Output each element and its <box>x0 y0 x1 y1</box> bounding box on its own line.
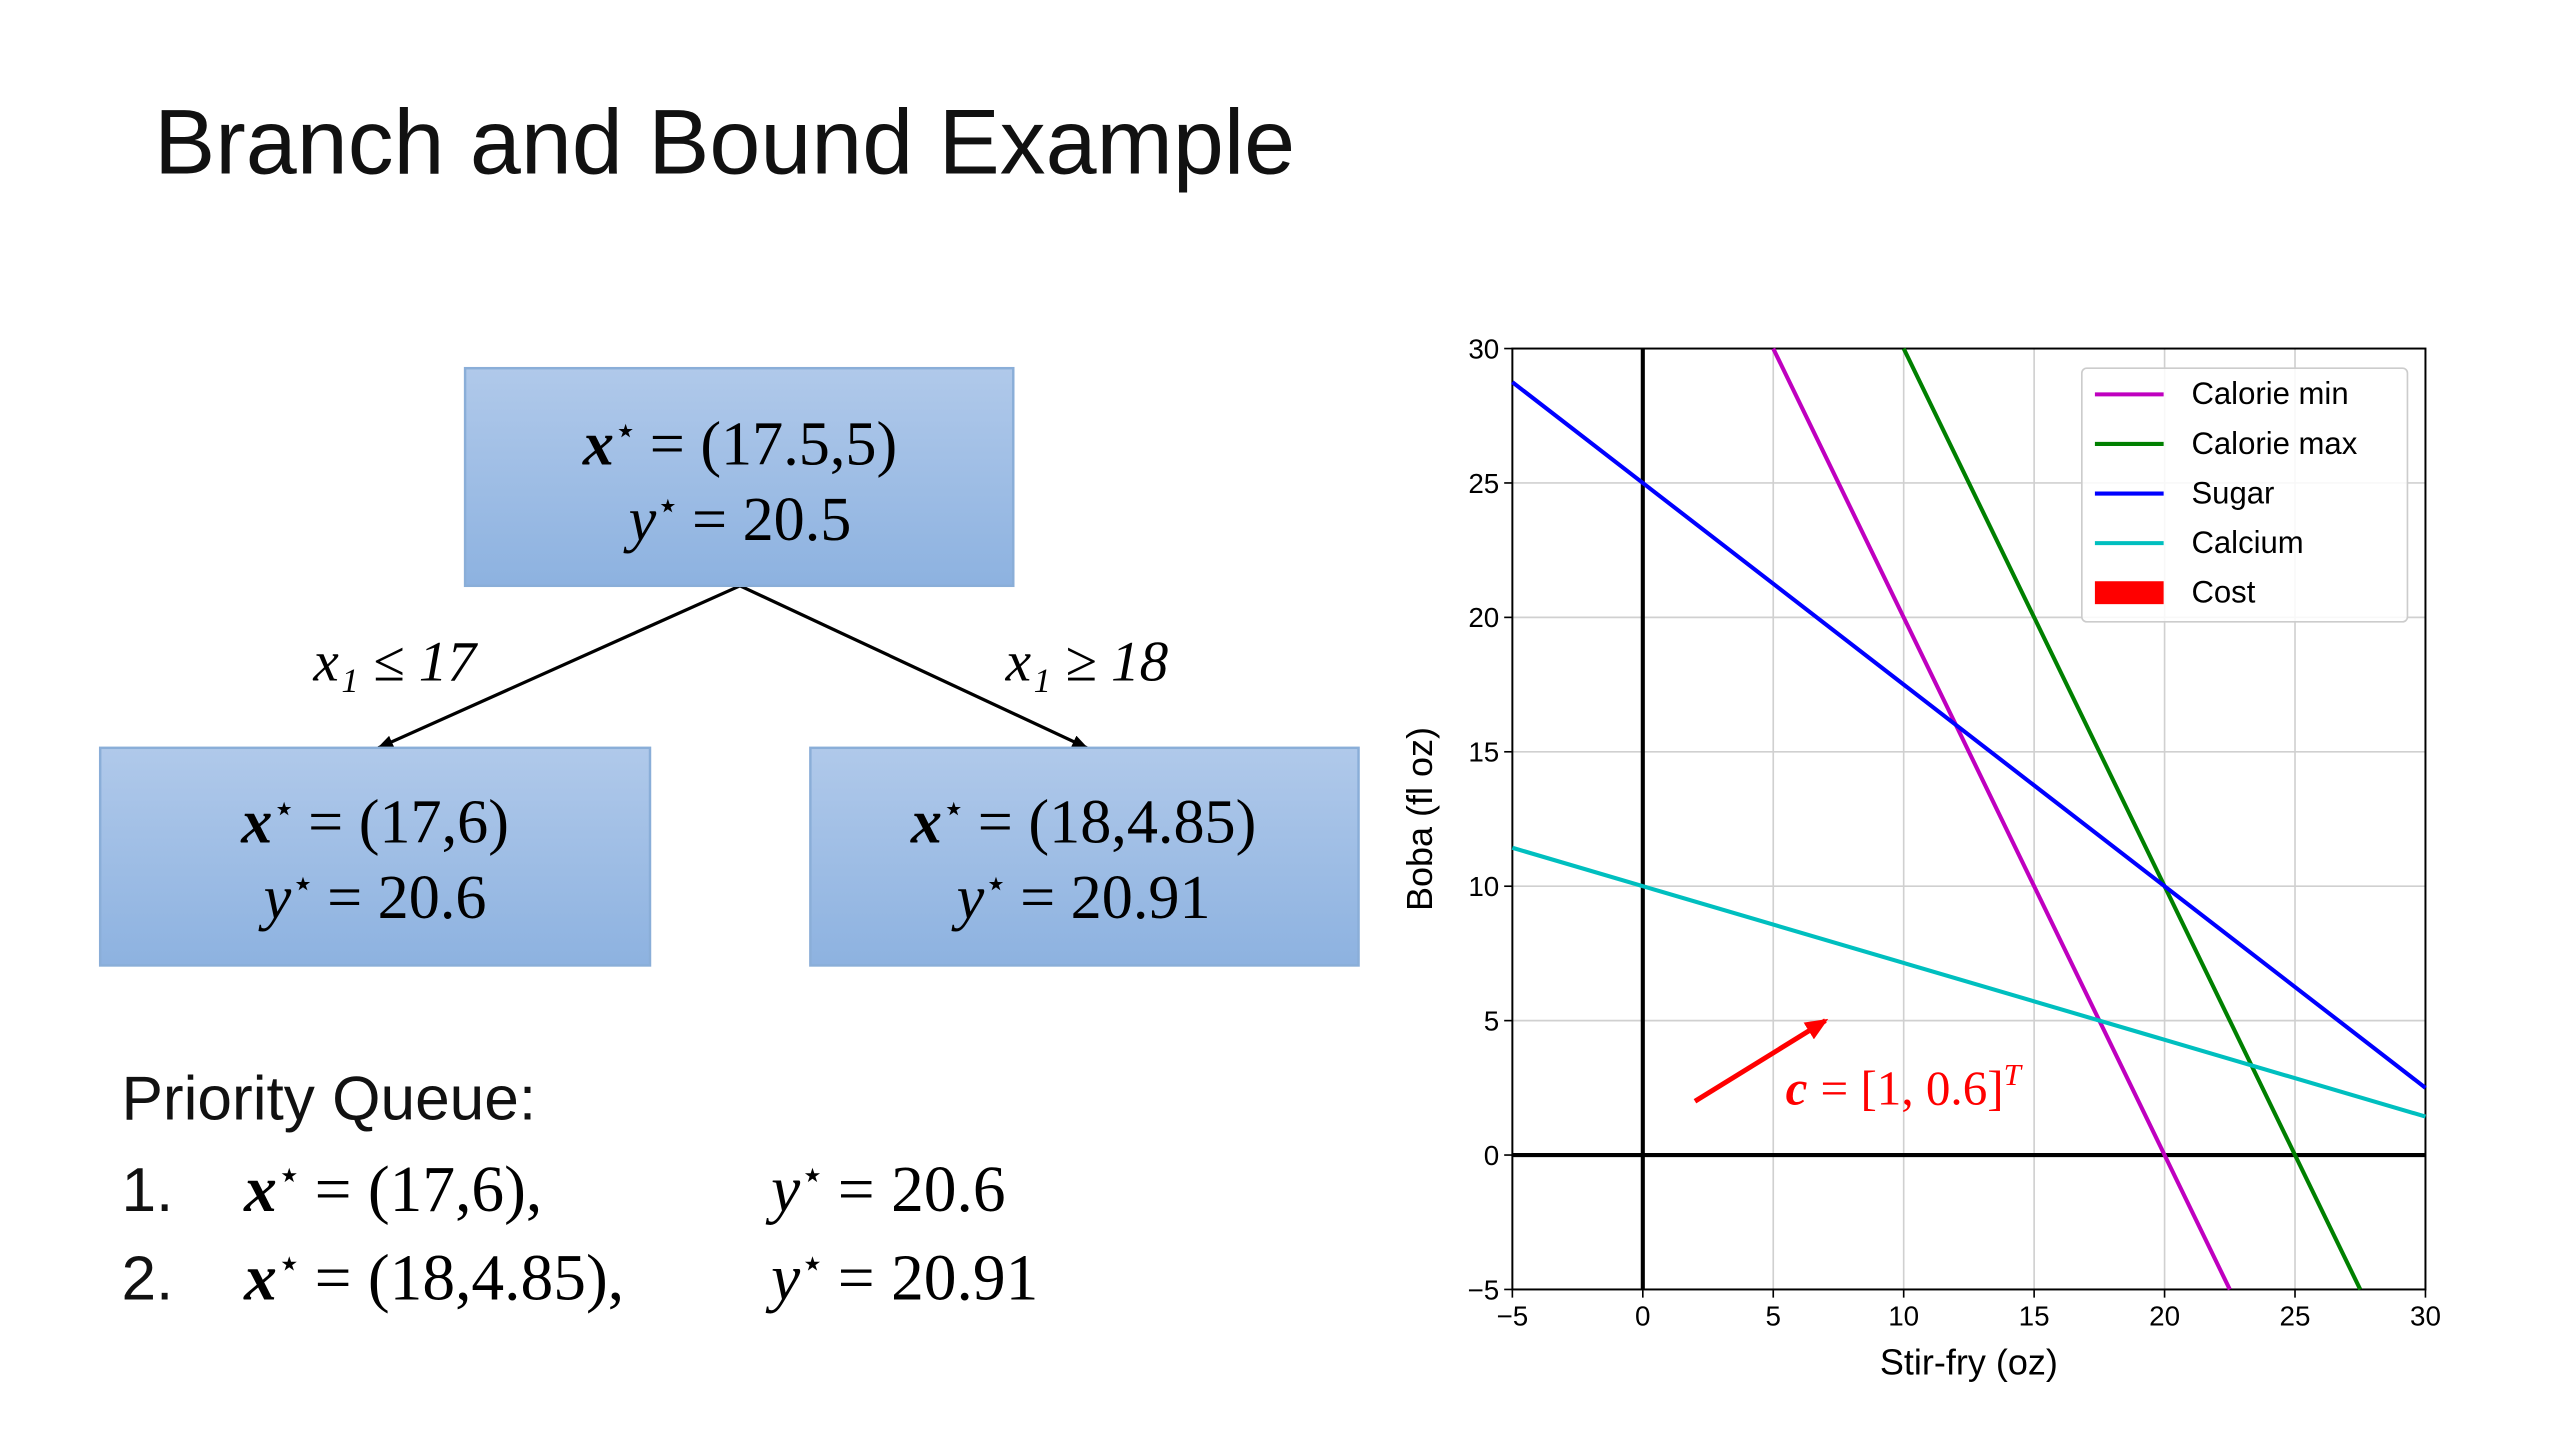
queue-title: Priority Queue: <box>121 1064 536 1133</box>
value: = 20.6 <box>327 864 486 932</box>
x-tick-label: −5 <box>1497 1300 1529 1331</box>
legend-box <box>2081 367 2409 623</box>
chart: −5 0 5 10 15 20 25 30 −5 0 5 10 15 20 25 30 Stir-fry (oz… <box>1399 333 2441 1382</box>
queue-item: 1. x⋆ = (17,6), y⋆ = 20.6 <box>121 1154 1005 1226</box>
slide-title: Branch and Bound Example <box>154 91 1295 193</box>
value: = 20.6 <box>838 1154 1006 1226</box>
y-tick-label: −5 <box>1468 1274 1500 1305</box>
tree-node <box>98 746 652 967</box>
series-line <box>1511 845 2427 1119</box>
legend-label: Calorie max <box>2191 426 2357 461</box>
value: = (17.5,5) <box>650 411 897 479</box>
vector-arrow <box>1693 1018 1829 1104</box>
variable: y <box>623 486 657 554</box>
tree-edge <box>739 584 1089 750</box>
y-axis-label: Boba (fl oz) <box>1399 727 1440 911</box>
series-line <box>1511 380 2427 1090</box>
superscript: ⋆ <box>656 486 679 527</box>
variable: y <box>765 1154 801 1226</box>
x-tick-label: 15 <box>2019 1300 2050 1331</box>
superscript: ⋆ <box>800 1242 825 1285</box>
superscript: ⋆ <box>800 1154 825 1197</box>
value: = (17,6) <box>308 789 509 857</box>
x-tick-label: 10 <box>1888 1300 1919 1331</box>
y-tick-label: 20 <box>1468 602 1499 633</box>
x-axis-label: Stir-fry (oz) <box>1880 1342 2058 1383</box>
value: = 20.91 <box>838 1242 1039 1314</box>
formula: y⋆ = 20.91 <box>951 864 1211 932</box>
tree: x₁ ≤ 17 x₁ ≥ 18 <box>98 366 1360 967</box>
superscript: ⋆ <box>614 411 637 452</box>
formula: y⋆ = 20.6 <box>258 864 487 932</box>
x-tick-label: 5 <box>1766 1300 1781 1331</box>
value: = 20.91 <box>1020 864 1211 932</box>
x-tick-label: 0 <box>1635 1300 1650 1331</box>
formula: x⋆ = (17,6), <box>243 1154 542 1226</box>
tree-edge <box>376 584 741 750</box>
item-number: 2. <box>121 1244 173 1313</box>
formula: x⋆ = (18,4.85), <box>243 1242 624 1314</box>
variable: x <box>243 1154 277 1226</box>
variable: x <box>910 789 942 857</box>
formula: y⋆ = 20.5 <box>623 486 852 554</box>
superscript: ⋆ <box>272 789 295 830</box>
superscript: ⋆ <box>984 864 1007 905</box>
value: = 20.5 <box>692 486 851 554</box>
y-tick-label: 15 <box>1468 737 1499 768</box>
plot-frame <box>1511 347 2427 1291</box>
superscript: ⋆ <box>277 1154 302 1197</box>
formula: y⋆ = 20.6 <box>765 1154 1006 1226</box>
y-tick-label: 10 <box>1468 871 1499 902</box>
y-tick-label: 25 <box>1468 468 1499 499</box>
annotation-text: = [1, 0.6] <box>1821 1061 2004 1116</box>
tree-node <box>809 746 1360 967</box>
variable: y <box>258 864 292 932</box>
superscript: ⋆ <box>291 864 314 905</box>
annotation-vector: c <box>1786 1061 1808 1116</box>
superscript: ⋆ <box>942 789 965 830</box>
x-tick-label: 25 <box>2280 1300 2311 1331</box>
edge-label: x₁ ≤ 17 <box>312 631 478 694</box>
formula: x⋆ = (18,4.85) <box>910 789 1256 857</box>
node-text: x⋆ = (17.5,5)y⋆ = 20.5 <box>582 411 897 554</box>
variable: x <box>243 1242 277 1314</box>
series-line <box>1771 347 2232 1291</box>
item-number: 1. <box>121 1156 173 1225</box>
legend-label: Calorie min <box>2191 376 2348 411</box>
variable: y <box>765 1242 801 1314</box>
value: = (18,4.85) <box>978 789 1257 857</box>
series-line <box>1901 347 2363 1291</box>
legend-swatch <box>2094 581 2164 605</box>
x-tick-label: 20 <box>2149 1300 2180 1331</box>
legend-label: Cost <box>2191 575 2255 610</box>
node-text: x⋆ = (17,6)y⋆ = 20.6 <box>240 789 509 932</box>
legend-label: Calcium <box>2191 525 2303 560</box>
formula: y⋆ = 20.91 <box>765 1242 1038 1314</box>
annotation-sup: T <box>2004 1057 2024 1092</box>
queue-item: 2. x⋆ = (18,4.85), y⋆ = 20.91 <box>121 1242 1038 1314</box>
node-text: x⋆ = (18,4.85)y⋆ = 20.91 <box>910 789 1256 932</box>
tree-node <box>463 366 1015 588</box>
edge-label: x₁ ≥ 18 <box>1005 631 1169 694</box>
value: = (18,4.85), <box>315 1242 625 1314</box>
superscript: ⋆ <box>277 1242 302 1285</box>
variable: y <box>951 864 985 932</box>
annotation: c = [1, 0.6]T <box>1786 1057 2024 1116</box>
formula: x⋆ = (17,6) <box>240 789 509 857</box>
legend-label: Sugar <box>2191 475 2274 510</box>
variable: x <box>240 789 272 857</box>
y-tick-label: 5 <box>1484 1005 1499 1036</box>
variable: x <box>582 411 614 479</box>
y-tick-label: 0 <box>1484 1140 1499 1171</box>
x-tick-label: 30 <box>2410 1300 2441 1331</box>
priority-queue: Priority Queue: <box>121 1064 536 1133</box>
value: = (17,6), <box>315 1154 543 1226</box>
formula: x⋆ = (17.5,5) <box>582 411 897 479</box>
y-tick-label: 30 <box>1468 333 1499 364</box>
